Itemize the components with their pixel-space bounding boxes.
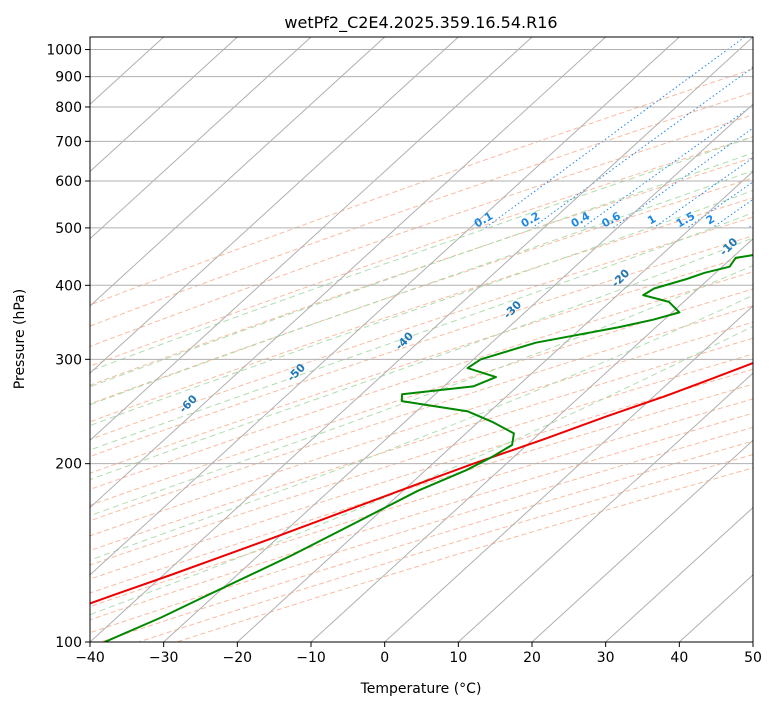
isotherm	[310, 237, 753, 642]
y-tick-label: 1000	[46, 43, 82, 59]
temperature-line	[90, 362, 753, 605]
y-tick-label: 500	[55, 221, 82, 237]
profiles	[90, 254, 753, 642]
mixing-ratio-line	[581, 104, 753, 229]
isotherm	[384, 305, 753, 642]
y-tick-label: 900	[55, 70, 82, 86]
isotherm-label: -30	[501, 298, 524, 321]
y-tick-label: 400	[55, 278, 82, 294]
dry-adiabat	[176, 467, 753, 642]
mixing-ratio-line	[531, 66, 753, 229]
isotherm	[531, 439, 753, 642]
isotherm	[752, 641, 753, 642]
chart-title: wetPf2_C2E4.2025.359.16.54.R16	[284, 13, 557, 33]
x-tick-label: 20	[523, 650, 541, 666]
y-axis-label: Pressure (hPa)	[12, 289, 28, 389]
x-tick-label: 0	[380, 650, 389, 666]
mixing-ratio-line	[612, 127, 753, 229]
moist-adiabat	[90, 212, 753, 451]
dry-adiabat	[100, 440, 753, 642]
isotherm	[90, 37, 312, 240]
x-axis: −40 −30 −20 −10 0 10 20 30 40 50	[75, 642, 762, 666]
dry-adiabat	[90, 368, 753, 580]
mixing-ratio-line	[653, 157, 753, 229]
isotherm	[90, 37, 753, 642]
mixing-ratio-line	[748, 224, 753, 229]
mixing-ratio-label: 0.4	[569, 209, 593, 230]
y-tick-label: 200	[55, 457, 82, 473]
x-tick-label: 30	[597, 650, 615, 666]
y-tick-label: 600	[55, 174, 82, 190]
x-axis-label: Temperature (°C)	[360, 681, 482, 697]
dry-adiabat	[90, 426, 753, 634]
mixing-ratio-line	[687, 181, 753, 229]
isotherm	[90, 37, 533, 442]
isotherm	[90, 37, 607, 509]
isotherm-label: -10	[717, 235, 740, 258]
isotherm	[90, 37, 680, 576]
isotherm	[236, 170, 753, 642]
dry-adiabat	[90, 68, 753, 306]
mixing-ratio-label: 1.5	[674, 209, 697, 230]
plot-frame	[89, 36, 754, 643]
dry-adiabat	[90, 177, 753, 405]
y-tick-label: 700	[55, 134, 82, 150]
mixing-ratio-label: 0.1	[472, 209, 495, 230]
mixing-ratio-line	[485, 37, 746, 229]
x-tick-label: −40	[75, 650, 105, 666]
y-axis: 100 200 300 400 500 600 700 800 900 1000	[46, 43, 90, 651]
isotherm-label: -60	[177, 392, 200, 415]
isotherm	[90, 37, 238, 173]
x-tick-label: −20	[223, 650, 253, 666]
isotherm	[90, 37, 459, 374]
x-tick-label: 10	[449, 650, 467, 666]
plot-grid	[90, 37, 753, 642]
mixing-ratio-label: 1	[645, 212, 658, 227]
dry-adiabat	[90, 114, 753, 347]
x-tick-label: 40	[670, 650, 688, 666]
moist-adiabat	[90, 136, 753, 372]
x-tick-label: −30	[149, 650, 179, 666]
y-tick-label: 300	[55, 352, 82, 368]
y-tick-label: 800	[55, 100, 82, 116]
isotherm	[90, 37, 386, 307]
moist-adiabat	[90, 264, 753, 517]
moist-adiabat	[90, 152, 753, 388]
isotherm	[457, 372, 753, 642]
dewpoint-line	[104, 254, 753, 642]
y-tick-label: 100	[55, 635, 82, 651]
dry-adiabat	[90, 383, 753, 594]
x-tick-label: 50	[744, 650, 762, 666]
isotherm	[163, 103, 753, 642]
moist-adiabat	[90, 294, 753, 561]
isotherm-label: -50	[285, 361, 308, 384]
isotherm	[605, 506, 753, 642]
mixing-ratio-label: 2	[704, 212, 717, 227]
mixing-ratio-label: 0.6	[600, 209, 624, 230]
isotherm-label: -40	[393, 329, 416, 352]
x-tick-label: −10	[296, 650, 326, 666]
